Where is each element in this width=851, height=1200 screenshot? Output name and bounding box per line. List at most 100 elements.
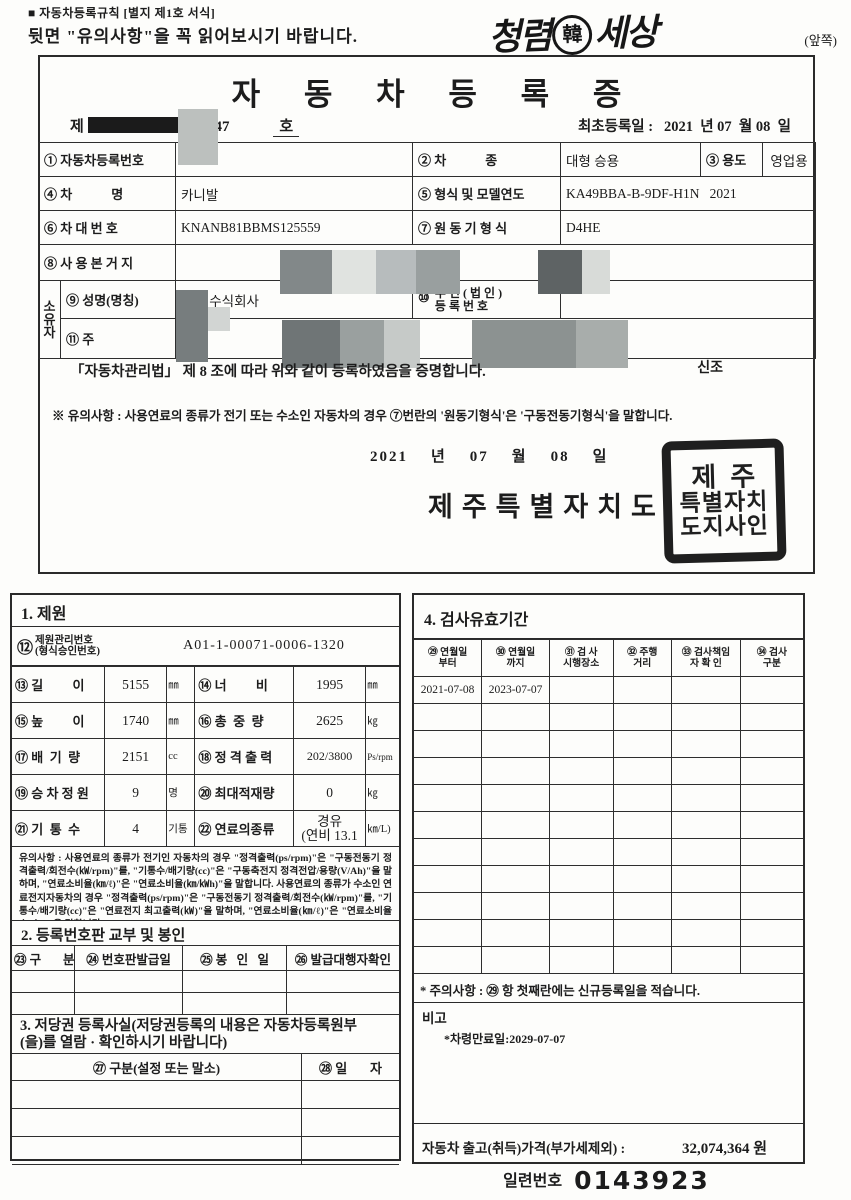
field-label-car-name: ④ 차 명 [37,176,177,211]
spec-label: ⑰ 배 기 량 [12,738,105,775]
redaction-block [472,320,576,368]
spec-note-paragraph: 유의사항 : 사용연료의 종류가 전기인 자동차의 경우 "정격출력(ps/rp… [12,847,399,921]
empty-cell [612,865,673,893]
empty-cell [739,919,803,947]
field-label-engine-type: ⑦ 원 동 기 형 식 [412,210,562,245]
mgmt-label-line2: (형식승인번호) [35,646,100,657]
empty-cell [671,757,741,785]
empty-cell [548,865,614,893]
certificate-box: 자 동 차 등 록 증 제 -023047 호 최초등록일 : 2021 년 0… [37,55,817,574]
inspection-header: ㉛ 검 사 시행장소 [548,639,614,677]
spec-label: ⑮ 높 이 [12,702,105,739]
redaction-block [582,250,610,294]
empty-cell [481,946,550,974]
spec-unit: ㎜ [166,666,196,703]
empty-cell [739,838,803,866]
inspection-section-title: 4. 검사유효기간 [414,595,803,639]
first-registration-date: 2021 년 07 월 08 일 [663,119,791,135]
empty-cell [285,992,399,1015]
field-number-10: ⑩ [418,290,430,306]
registration-table: ① 자동차등록번호 ② 차 종 대형 승용 ③ 용도 영업용 ④ 차 명 카니발… [37,142,817,359]
empty-cell [739,730,803,758]
field-value-vin: KNANB81BBMS125559 [175,210,414,245]
inspection-header: ㉚ 연월일 까지 [481,639,550,677]
inspection-table: ㉙ 연월일 부터 ㉚ 연월일 까지 ㉛ 검 사 시행장소 ㉜ 주행 거리 ㉝ 검… [414,639,803,974]
spec-value: 0 [292,774,367,811]
plate-header: ㉖ 발급대행자확인 [285,945,399,971]
empty-cell [12,970,75,993]
new-vehicle-label: 신조 [697,361,723,376]
spec-label: ㉒ 연료의종류 [194,810,294,847]
fuel-notice: ※ 유의사항 : 사용연료의 종류가 전기 또는 수소인 자동차의 경우 ⑦번란… [52,409,673,423]
empty-cell [548,892,614,920]
issue-date: 2021 년 07 월 08 일 [370,449,609,465]
vehicle-age-expiry: *차령만료일:2029-07-07 [444,1032,566,1046]
spec-management-number-value: A01-1-00071-0006-1320 [183,638,345,653]
inspection-date-to: 2023-07-07 [481,676,550,704]
remarks-area: 비고 *차령만료일:2029-07-07 [414,1003,803,1124]
empty-cell [739,865,803,893]
certification-statement: 「자동차관리법」 제 8 조에 따라 위와 같이 등록하였음을 증명합니다. [70,364,486,380]
stamp-line: 도지사인 [680,512,770,541]
empty-cell [612,784,673,812]
field-label-vehicle-type: ② 차 종 [412,142,562,177]
spec-value: 1740 [103,702,168,739]
empty-cell [548,919,614,947]
mortgage-header: ㉘ 일 자 [300,1053,399,1081]
empty-cell [481,784,550,812]
certificate-title: 자 동 차 등 록 증 [231,77,640,112]
empty-cell [73,992,184,1015]
doc-number-ho: 호 [273,115,300,137]
redaction-block [332,250,376,294]
empty-cell [612,676,673,704]
spec-label: ⑬ 길 이 [12,666,105,703]
spec-value: 2625 [292,702,367,739]
owner-char: 자 [43,325,56,340]
field-label-owner-name: ⑨ 성명(명칭) [59,280,177,319]
empty-cell [414,892,483,920]
empty-cell [481,919,550,947]
empty-cell [481,811,550,839]
owner-char: 소 [43,299,56,314]
empty-cell [414,838,483,866]
plate-header: ㉕ 봉 인 일 [182,945,287,971]
empty-cell [739,811,803,839]
empty-cell [414,757,483,785]
empty-cell [182,992,287,1015]
empty-cell [548,838,614,866]
field-number-12: ⑫ [17,640,34,657]
plate-section-title: 2. 등록번호판 교부 및 봉인 [21,928,186,944]
empty-cell [612,892,673,920]
inspection-note: * 주의사항 : ㉙ 항 첫째란에는 신규등록일을 적습니다. [414,974,803,1003]
empty-cell [671,703,741,731]
plate-table: ㉓ 구 분 ㉔ 번호판발급일 ㉕ 봉 인 일 ㉖ 발급대행자확인 [12,945,399,1015]
empty-cell [414,784,483,812]
mgmt-label-line1: 제원관리번호 [35,634,93,646]
spec-unit: ㎜ [166,702,196,739]
price-value: 32,074,364 원 [681,1140,767,1157]
redaction-block [340,320,384,368]
empty-cell [739,784,803,812]
inspection-header: ㉜ 주행 거리 [612,639,673,677]
redaction-block [87,117,180,133]
empty-cell [300,1108,399,1137]
empty-cell [481,892,550,920]
remarks-title: 비고 [422,1011,447,1026]
redaction-block [208,307,230,331]
empty-cell [671,919,741,947]
serial-value: 0143923 [574,1166,710,1195]
inspection-section-box: 4. 검사유효기간 ㉙ 연월일 부터 ㉚ 연월일 까지 ㉛ 검 사 시행장소 ㉜… [412,593,805,1164]
spec-section-box: 1. 제원 ⑫ 제원관리번호 (형식승인번호) A01-1-00071-0006… [10,593,401,1165]
spec-value: 4 [103,810,168,847]
plate-header: ㉔ 번호판발급일 [73,945,184,971]
spec-unit: ㎏ [365,702,399,739]
empty-cell [739,757,803,785]
empty-cell [671,946,741,974]
spec-unit: Ps/rpm [365,738,399,775]
empty-cell [739,946,803,974]
empty-cell [12,1080,302,1109]
empty-cell [671,730,741,758]
empty-cell [612,838,673,866]
spec-value: 5155 [103,666,168,703]
inspection-date-from: 2021-07-08 [414,676,483,704]
